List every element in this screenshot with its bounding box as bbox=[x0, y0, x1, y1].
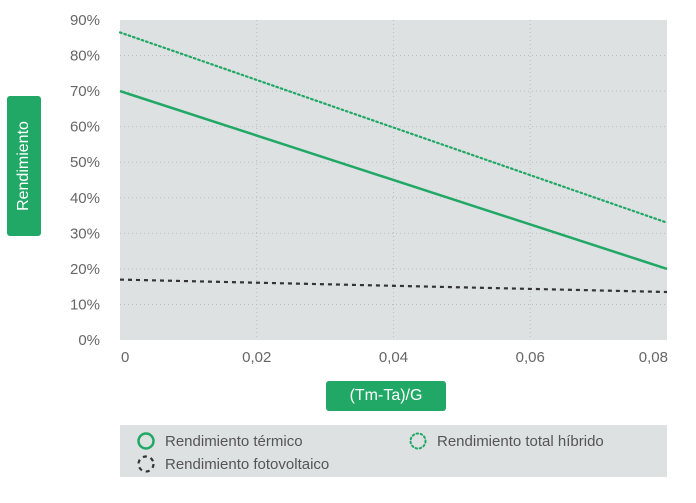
x-tick-label: 0,08 bbox=[639, 349, 668, 366]
x-axis-label: (Tm-Ta)/G bbox=[326, 381, 446, 411]
y-tick-label: 0% bbox=[78, 332, 100, 349]
legend-label-photovoltaic: Rendimiento fotovoltaico bbox=[165, 455, 330, 473]
y-tick-label: 10% bbox=[70, 296, 100, 313]
dotted-circle-icon bbox=[409, 432, 427, 450]
y-tick-label: 90% bbox=[70, 12, 100, 29]
dashed-circle-icon bbox=[137, 455, 155, 473]
legend-item-thermal: Rendimiento térmico bbox=[136, 431, 303, 451]
series-lines bbox=[118, 31, 669, 294]
y-tick-label: 30% bbox=[70, 225, 100, 242]
legend-item-hybrid: Rendimiento total híbrido bbox=[408, 431, 604, 451]
y-tick-label: 20% bbox=[70, 261, 100, 278]
legend-label-thermal: Rendimiento térmico bbox=[165, 432, 303, 450]
y-tick-label: 40% bbox=[70, 190, 100, 207]
legend-label-hybrid: Rendimiento total híbrido bbox=[437, 432, 604, 450]
x-tick-label: 0,06 bbox=[516, 349, 545, 366]
legend: Rendimiento térmico Rendimiento total hí… bbox=[120, 425, 667, 477]
y-tick-label: 50% bbox=[70, 154, 100, 171]
y-tick-label: 60% bbox=[70, 119, 100, 136]
y-tick-label: 80% bbox=[70, 48, 100, 65]
y-axis-label-box: Rendimiento bbox=[7, 96, 41, 236]
y-axis-ticks: 0% 10% 20% 30% 40% 50% 60% 70% 80% 90% bbox=[70, 12, 100, 349]
y-tick-label: 70% bbox=[70, 83, 100, 100]
solid-circle-icon bbox=[137, 432, 155, 450]
x-tick-label: 0 bbox=[121, 349, 129, 366]
legend-item-photovoltaic: Rendimiento fotovoltaico bbox=[136, 454, 329, 474]
series-line-photovoltaic bbox=[119, 278, 668, 294]
series-line-hybrid bbox=[118, 31, 669, 224]
y-axis-label: Rendimiento bbox=[15, 121, 32, 211]
x-axis-ticks: 0 0,02 0,04 0,06 0,08 bbox=[121, 349, 668, 366]
x-tick-label: 0,02 bbox=[242, 349, 271, 366]
series-line-thermal bbox=[119, 89, 668, 271]
x-tick-label: 0,04 bbox=[379, 349, 408, 366]
